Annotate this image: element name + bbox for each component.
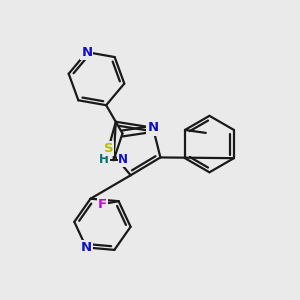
- Text: O: O: [147, 122, 158, 136]
- Text: N: N: [81, 46, 92, 59]
- Text: N: N: [118, 153, 128, 166]
- Text: S: S: [103, 142, 113, 155]
- Text: N: N: [147, 121, 158, 134]
- Text: N: N: [81, 241, 92, 254]
- Text: F: F: [98, 198, 107, 211]
- Text: H: H: [99, 153, 109, 166]
